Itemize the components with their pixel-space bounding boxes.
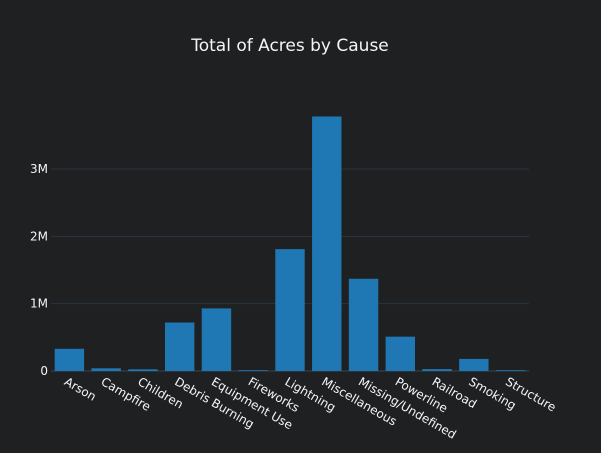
bar[interactable] (54, 348, 85, 371)
y-tick-label: 1M (30, 297, 48, 311)
bar[interactable] (348, 278, 379, 371)
x-tick-label: Arson (62, 374, 99, 403)
bar[interactable] (91, 368, 121, 371)
bar[interactable] (275, 249, 305, 371)
bar[interactable] (238, 370, 268, 371)
bar[interactable] (422, 369, 452, 371)
chart-title: Total of Acres by Cause (190, 36, 389, 56)
y-tick-label: 3M (30, 162, 48, 176)
bar-layer (54, 116, 526, 371)
bar[interactable] (201, 308, 232, 371)
bar[interactable] (495, 370, 526, 371)
bar[interactable] (164, 322, 195, 371)
y-tick-label: 0 (40, 364, 48, 378)
bar[interactable] (385, 336, 416, 371)
bar[interactable] (459, 358, 489, 371)
y-axis: 0 1M 2M 3M (30, 162, 48, 378)
bar[interactable] (312, 116, 342, 371)
y-tick-label: 2M (30, 229, 48, 243)
bar[interactable] (128, 369, 158, 371)
